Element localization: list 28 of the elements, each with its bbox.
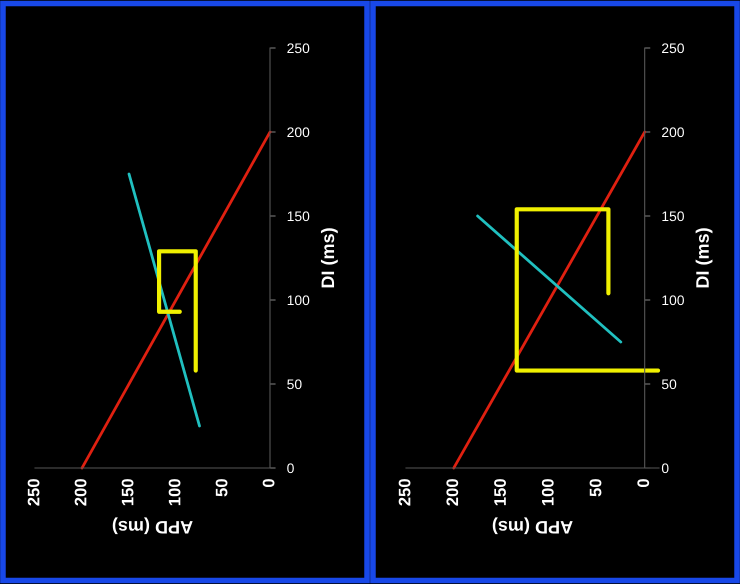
y-tick-label: 250	[287, 43, 310, 54]
y-tick-label: 200	[662, 127, 684, 138]
x-tick-label: 50	[216, 479, 228, 496]
x-tick-label: 100	[168, 479, 180, 506]
x-axis-title: APD (ms)	[112, 517, 193, 534]
y-tick-label: 50	[662, 379, 676, 390]
x-tick-label: 0	[637, 479, 650, 488]
x-tick-label: 0	[262, 479, 274, 488]
x-tick-label: 150	[122, 479, 134, 506]
y-axis-title: DI (ms)	[696, 228, 712, 288]
x-tick-label: 50	[590, 479, 602, 496]
y-tick-label: 100	[662, 295, 684, 306]
y-tick-label: 0	[662, 463, 669, 474]
y-tick-label: 200	[287, 127, 310, 138]
x-tick-label: 250	[398, 479, 410, 506]
y-tick-label: 0	[287, 463, 294, 474]
x-tick-label: 100	[542, 479, 554, 506]
y-tick-label: 100	[288, 295, 310, 306]
y-tick-label: 150	[288, 211, 310, 222]
x-tick-label: 200	[446, 479, 458, 506]
x-tick-label: 150	[494, 479, 506, 506]
x-tick-label: 250	[28, 479, 40, 506]
y-tick-label: 50	[287, 379, 302, 390]
y-tick-label: 250	[662, 43, 684, 54]
x-tick-label: 200	[74, 479, 86, 506]
y-axis-title: DI (ms)	[320, 228, 338, 288]
y-tick-label: 150	[662, 211, 684, 222]
x-axis-title: APD (ms)	[492, 517, 573, 534]
